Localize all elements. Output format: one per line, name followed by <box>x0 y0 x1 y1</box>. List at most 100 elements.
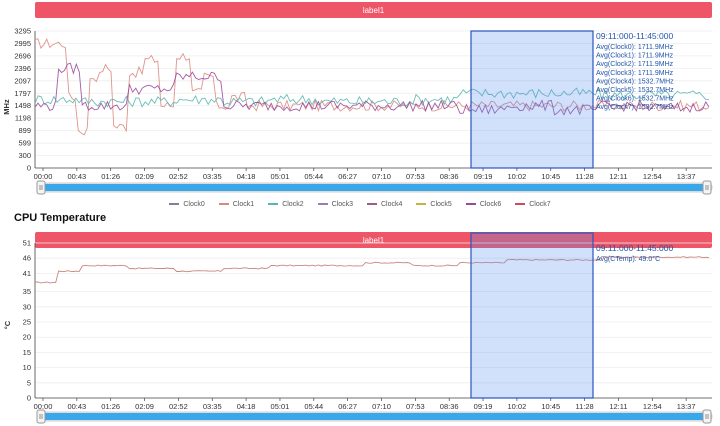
legend-item-clock6[interactable]: Clock6 <box>465 198 502 210</box>
c1-x-tick-label: 02:09 <box>135 172 154 181</box>
legend-label: Clock4 <box>381 200 403 208</box>
c1-y-tick-label: 1198 <box>15 114 31 123</box>
c2-y-tick-label: 46 <box>23 254 31 263</box>
c1-y-tick-label: 2696 <box>14 51 31 60</box>
c2-y-tick-label: 0 <box>27 394 31 403</box>
c2-x-tick-label: 10:02 <box>508 402 527 411</box>
cpu-temperature-chart[interactable]: °C 09:11:000-11:45:000 Avg(CTemp): 49.0°C… <box>0 230 720 426</box>
c2-y-tick-label: 5 <box>27 378 31 387</box>
chart2-scrollbar-thumb[interactable] <box>43 413 707 420</box>
c1-series-clock1 <box>34 37 710 136</box>
c2-x-tick-label: 12:11 <box>609 402 627 411</box>
chart1-y-axis-label: MHz <box>2 99 11 115</box>
c1-x-tick-label: 08:36 <box>440 172 459 181</box>
chart1-selection-region[interactable] <box>470 30 594 169</box>
c2-y-tick-label: 25 <box>23 318 31 327</box>
c2-x-tick-label: 02:09 <box>135 402 154 411</box>
legend-item-clock3[interactable]: Clock3 <box>317 198 353 210</box>
c1-selection-title: 09:11:000-11:45:000 <box>596 31 673 41</box>
legend-item-clock2[interactable]: Clock2 <box>268 198 304 210</box>
legend-item-clock4[interactable]: Clock4 <box>367 198 402 210</box>
c1-x-tick-label: 10:45 <box>541 172 560 181</box>
chart2-scroll-handle-right[interactable] <box>702 409 712 424</box>
c1-x-tick-label: 12:54 <box>643 172 662 181</box>
c1-selection-average: Avg(Clock2): 1711.9MHz <box>596 61 674 68</box>
c2-y-tick-label: 51 <box>23 239 31 248</box>
c2-x-tick-label: 13:37 <box>677 402 696 411</box>
c1-selection-average: Avg(Clock5): 1532.7MHz <box>596 87 674 94</box>
c2-x-tick-label: 02:52 <box>169 402 188 411</box>
c1-selection-average: Avg(Clock6): 1532.7MHz <box>596 96 674 103</box>
chart1-banner: label1 <box>35 2 712 18</box>
legend-label: Clock7 <box>529 200 551 208</box>
legend-swatch <box>465 203 476 205</box>
chart2-banner: label1 <box>35 232 712 248</box>
clock-frequency-chart[interactable]: MHz 09:11:000-11:45:000 Avg(Clock0): 1711… <box>0 0 720 196</box>
legend-swatch <box>268 203 279 205</box>
chart2-scroll-handle-left[interactable] <box>36 409 46 424</box>
c1-x-tick-label: 04:18 <box>237 172 256 181</box>
legend-item-clock0[interactable]: Clock0 <box>169 198 205 210</box>
c2-selection-title: 09:11:000-11:45:000 <box>596 243 673 253</box>
chart1-scrollbar-thumb[interactable] <box>43 184 707 191</box>
c1-x-tick-label: 10:02 <box>508 172 527 181</box>
chart1-scroll-handle-right[interactable] <box>702 180 712 195</box>
c2-x-tick-label: 11:28 <box>575 402 593 411</box>
c1-x-tick-label: 06:27 <box>338 172 357 181</box>
c1-x-tick-label: 05:44 <box>304 172 323 181</box>
legend-label: Clock2 <box>282 200 304 208</box>
c1-x-tick-label: 05:01 <box>271 172 290 181</box>
legend-label: Clock6 <box>479 200 502 208</box>
c1-y-tick-label: 3295 <box>14 27 31 36</box>
c2-x-tick-label: 06:27 <box>338 402 357 411</box>
legend-item-clock5[interactable]: Clock5 <box>416 198 452 210</box>
c2-x-tick-label: 12:54 <box>643 402 662 411</box>
c1-y-tick-label: 2097 <box>14 76 31 85</box>
c1-x-tick-label: 02:52 <box>169 172 188 181</box>
legend-label: Clock1 <box>232 200 255 208</box>
legend-item-clock1[interactable]: Clock1 <box>218 198 255 210</box>
legend-label: Clock5 <box>430 200 452 208</box>
legend-swatch <box>416 203 427 205</box>
c2-x-tick-label: 08:36 <box>440 402 459 411</box>
c2-series-ctemp <box>35 256 709 284</box>
c1-x-tick-label: 07:10 <box>372 172 391 181</box>
c2-y-tick-label: 20 <box>23 333 31 342</box>
legend-swatch <box>515 203 526 205</box>
legend-swatch <box>367 203 377 205</box>
c2-x-tick-label: 07:10 <box>372 402 391 411</box>
c2-x-tick-label: 00:43 <box>67 402 86 411</box>
c1-y-tick-label: 2396 <box>14 64 31 73</box>
c1-selection-average: Avg(Clock0): 1711.9MHz <box>596 44 674 51</box>
c2-y-tick-label: 35 <box>23 287 31 296</box>
c2-x-tick-label: 07:53 <box>406 402 425 411</box>
c2-x-tick-label: 01:26 <box>101 402 120 411</box>
chart2-y-axis-label: °C <box>3 320 12 329</box>
c1-selection-average: Avg(Clock7): 1532.7MHz <box>596 104 674 111</box>
c1-x-tick-label: 03:35 <box>203 172 222 181</box>
legend-label: Clock3 <box>331 200 353 208</box>
chart2-selection-region[interactable] <box>470 232 594 399</box>
c1-y-tick-label: 1498 <box>14 101 31 110</box>
chart1-legend: Clock0 Clock1 Clock2 Clock3 Clock4 Clock5 Cloc… <box>0 198 720 210</box>
legend-swatch <box>218 203 229 205</box>
c1-series-clock4 <box>34 62 710 116</box>
c2-y-tick-label: 15 <box>23 348 31 357</box>
c2-x-tick-label: 05:01 <box>271 402 290 411</box>
c1-y-tick-label: 899 <box>18 126 31 135</box>
c2-x-tick-label: 05:44 <box>304 402 323 411</box>
c1-x-tick-label: 00:43 <box>67 172 86 181</box>
c1-x-tick-label: 07:53 <box>406 172 425 181</box>
cpu-temperature-title: CPU Temperature <box>14 212 107 224</box>
chart1-scroll-handle-left[interactable] <box>36 180 46 195</box>
legend-item-clock7[interactable]: Clock7 <box>515 198 551 210</box>
c1-selection-average: Avg(Clock1): 1711.9MHz <box>596 53 674 60</box>
c1-x-tick-label: 09:19 <box>474 172 493 181</box>
c1-y-tick-label: 599 <box>18 139 31 148</box>
c1-x-tick-label: 00:00 <box>34 172 53 181</box>
c1-y-tick-label: 1797 <box>14 89 31 98</box>
legend-swatch <box>169 203 180 205</box>
c1-y-tick-label: 0 <box>27 164 31 173</box>
c1-x-tick-label: 01:26 <box>101 172 120 181</box>
c1-y-tick-label: 300 <box>18 151 31 160</box>
